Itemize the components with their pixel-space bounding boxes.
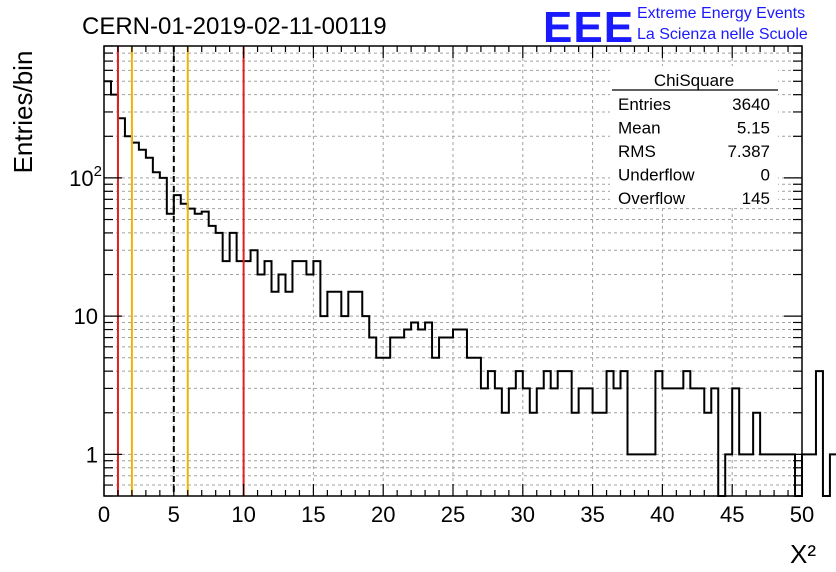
stats-label: Overflow <box>618 189 686 208</box>
y-tick-label: 10 <box>74 304 98 329</box>
stats-label: Mean <box>618 119 661 138</box>
y-tick-label: 1 <box>86 442 98 467</box>
stats-box: ChiSquare Entries 3640 Mean 5.15 RMS 7.387 Und… <box>610 66 778 208</box>
stats-label: Entries <box>618 95 671 114</box>
stats-value: 3640 <box>732 95 770 114</box>
x-tick-label: 10 <box>231 502 255 527</box>
stats-title: ChiSquare <box>654 71 734 90</box>
x-tick-label: 5 <box>168 502 180 527</box>
stats-label: RMS <box>618 142 656 161</box>
x-axis: 0 5 10 15 20 25 30 35 40 45 50 <box>98 46 814 527</box>
stats-value: 5.15 <box>737 119 770 138</box>
x-tick-label: 0 <box>98 502 110 527</box>
eee-logo: EEE <box>543 3 634 52</box>
x-tick-label: 50 <box>790 502 814 527</box>
run-title: CERN-01-2019-02-11-00119 <box>82 13 387 40</box>
logo-line-2: La Scienza nelle Scuole <box>637 26 808 43</box>
x-axis-label: X² <box>790 539 816 569</box>
reference-lines <box>116 46 245 496</box>
stats-label: Underflow <box>618 166 695 185</box>
x-tick-label: 45 <box>720 502 744 527</box>
stats-value: 7.387 <box>727 142 770 161</box>
y-tick-label: 102 <box>69 163 102 191</box>
stats-value: 145 <box>742 189 770 208</box>
histogram-line <box>104 80 836 497</box>
x-tick-label: 35 <box>580 502 604 527</box>
y-axis-label: Entries/bin <box>8 51 38 174</box>
x-tick-label: 30 <box>511 502 535 527</box>
x-tick-label: 15 <box>301 502 325 527</box>
y-axis: 1 10 102 <box>69 45 802 497</box>
logo-line-1: Extreme Energy Events <box>637 5 805 22</box>
histogram <box>104 80 836 497</box>
x-tick-label: 40 <box>650 502 674 527</box>
x-tick-label: 25 <box>441 502 465 527</box>
stats-value: 0 <box>761 166 770 185</box>
x-tick-label: 20 <box>371 502 395 527</box>
